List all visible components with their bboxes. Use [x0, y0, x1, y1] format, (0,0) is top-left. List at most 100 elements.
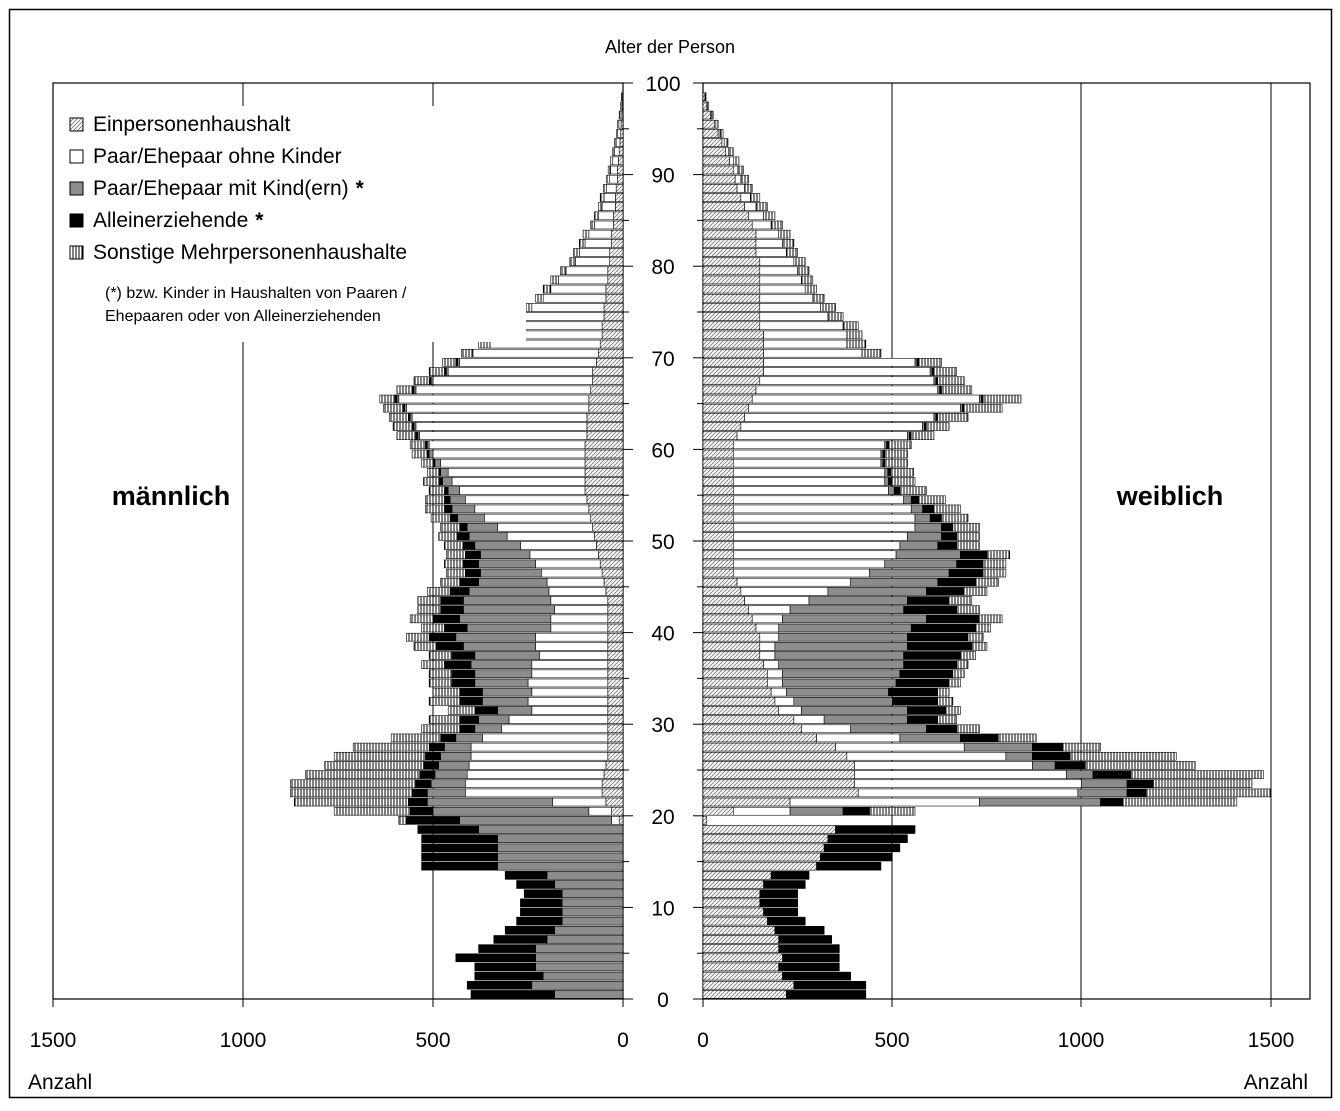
bar-male-8-2	[562, 917, 623, 925]
bar-female-46-4	[983, 569, 1006, 577]
legend-footnote-line1: (*) bzw. Kinder in Haushalten von Paaren…	[105, 285, 407, 302]
bar-female-64-1	[748, 404, 960, 412]
bar-female-23-2	[1082, 780, 1127, 788]
bar-female-50-0	[703, 532, 733, 540]
bar-female-3-0	[703, 963, 779, 971]
bar-male-24-3	[420, 771, 435, 779]
bar-male-38-1	[536, 642, 608, 650]
bar-male-59-1	[433, 450, 585, 458]
bar-male-20-1	[589, 807, 612, 815]
bar-female-80-4	[794, 258, 805, 266]
bar-female-62-1	[741, 423, 923, 431]
bar-male-77-4	[543, 285, 551, 293]
bar-male-26-3	[425, 752, 440, 760]
bar-male-59-0	[585, 450, 623, 458]
ytick-label-20: 20	[651, 806, 674, 829]
bar-female-2-3	[783, 972, 851, 980]
bar-male-69-0	[596, 358, 623, 366]
bar-female-37-1	[760, 652, 775, 660]
bar-female-42-0	[703, 606, 748, 614]
bar-male-20-3	[410, 807, 433, 815]
bar-male-50-4	[439, 532, 458, 540]
bar-female-31-1	[779, 706, 802, 714]
bar-male-31-1	[532, 706, 608, 714]
bar-male-85-1	[598, 212, 613, 220]
right-panel	[703, 83, 1310, 999]
ytick-label-30: 30	[651, 714, 674, 737]
bar-female-57-0	[703, 468, 733, 476]
bar-female-50-3	[942, 532, 957, 540]
bar-female-30-2	[824, 716, 907, 724]
bar-male-90-4	[608, 166, 610, 174]
bar-female-36-1	[764, 661, 779, 669]
bar-male-65-0	[589, 395, 623, 403]
bar-female-6-3	[779, 935, 832, 943]
bar-female-53-0	[703, 505, 733, 513]
bar-female-44-2	[828, 587, 926, 595]
bar-male-86-4	[598, 203, 602, 211]
bar-male-62-4	[393, 423, 412, 431]
xtick-label-left-1500: 1500	[30, 1029, 77, 1052]
bar-female-44-3	[926, 587, 964, 595]
bar-male-85-4	[595, 212, 599, 220]
bar-female-64-4	[964, 404, 1002, 412]
bar-female-24-0	[703, 771, 854, 779]
bar-male-55-3	[444, 487, 448, 495]
bar-male-39-0	[608, 633, 623, 641]
bar-male-59-2	[429, 450, 433, 458]
bar-female-70-4	[862, 349, 881, 357]
bar-female-27-1	[836, 743, 965, 751]
bar-female-25-0	[703, 761, 854, 769]
bar-male-66-0	[591, 386, 623, 394]
bar-male-25-2	[439, 761, 469, 769]
bar-male-62-0	[587, 423, 623, 431]
bar-female-57-1	[733, 468, 884, 476]
bar-female-22-0	[703, 789, 858, 797]
bar-female-67-1	[760, 377, 934, 385]
bar-female-82-0	[703, 239, 756, 247]
bar-female-83-0	[703, 230, 756, 238]
bar-male-33-0	[608, 688, 623, 696]
bar-female-12-0	[703, 881, 764, 889]
bar-male-32-3	[460, 697, 483, 705]
bar-female-27-3	[1032, 743, 1062, 751]
bar-female-31-3	[907, 706, 945, 714]
bar-male-37-3	[452, 652, 475, 660]
bar-female-77-1	[760, 285, 805, 293]
bar-female-10-3	[760, 899, 798, 907]
bar-female-33-2	[786, 688, 888, 696]
bar-male-44-1	[549, 587, 606, 595]
bar-female-79-0	[703, 267, 760, 275]
bar-female-26-2	[1006, 752, 1033, 760]
bar-male-62-1	[416, 423, 587, 431]
bar-female-83-4	[779, 230, 790, 238]
bar-male-22-4	[291, 789, 413, 797]
bar-female-72-4	[847, 331, 862, 339]
bar-female-55-4	[900, 487, 927, 495]
bar-female-64-0	[703, 404, 748, 412]
bar-male-67-1	[433, 377, 593, 385]
bar-female-83-1	[756, 230, 779, 238]
bar-male-60-4	[410, 441, 425, 449]
bar-female-81-1	[756, 248, 786, 256]
bar-male-40-1	[551, 624, 608, 632]
bar-female-42-3	[904, 606, 957, 614]
bar-male-45-1	[547, 578, 604, 586]
bar-female-9-3	[764, 908, 798, 916]
bar-male-95-4	[618, 120, 619, 128]
bar-male-70-1	[473, 349, 598, 357]
bar-male-3-3	[475, 963, 536, 971]
bar-male-26-2	[441, 752, 471, 760]
bar-female-41-4	[979, 615, 1002, 623]
bar-female-30-1	[794, 716, 824, 724]
bar-female-19-0	[703, 816, 707, 824]
bar-female-84-0	[703, 221, 752, 229]
bar-male-34-0	[608, 679, 623, 687]
bar-male-77-0	[606, 285, 623, 293]
bar-male-31-3	[475, 706, 498, 714]
bar-female-39-0	[703, 633, 760, 641]
bar-male-65-1	[399, 395, 589, 403]
bar-male-68-0	[593, 368, 623, 376]
bar-male-23-3	[416, 780, 431, 788]
bar-female-75-0	[703, 303, 760, 311]
